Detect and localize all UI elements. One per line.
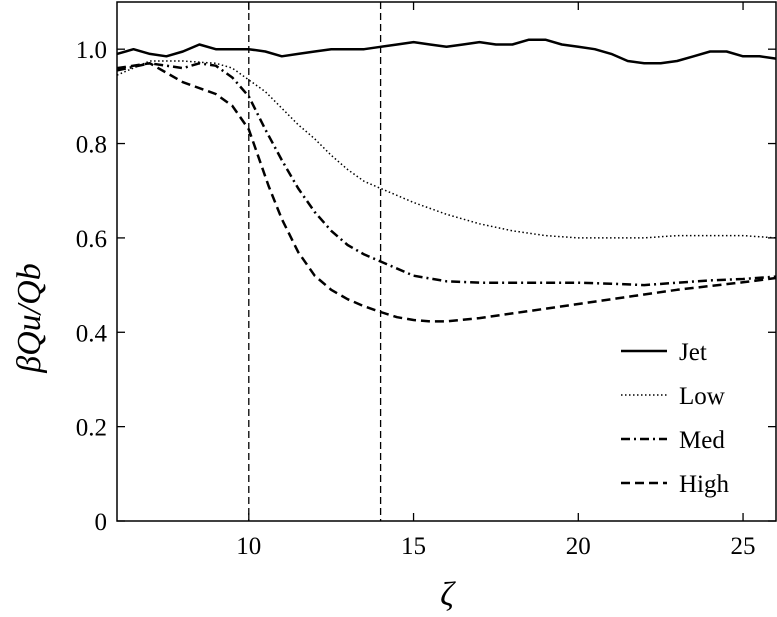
y-axis-label: βQu/Qb <box>11 263 48 374</box>
y-tick-label: 0.6 <box>76 226 107 253</box>
legend: Jet Low Med High <box>621 339 730 498</box>
series-line-high <box>116 62 777 323</box>
x-tick-label: 10 <box>236 533 261 560</box>
plot-area <box>116 2 777 521</box>
y-tick-label: 1.0 <box>76 37 107 64</box>
y-tick-label: 0 <box>95 509 108 536</box>
x-tick-label: 25 <box>731 533 756 560</box>
legend-label-jet: Jet <box>679 339 707 366</box>
series-line-jet <box>116 38 777 65</box>
axes: 10 15 20 25 0 0.2 0.4 0.6 0.8 1.0 <box>76 1 777 560</box>
series-line-med <box>116 62 777 287</box>
y-tick-label: 0.8 <box>76 132 107 159</box>
series-line-low <box>116 60 777 239</box>
x-tick-label: 15 <box>401 533 426 560</box>
legend-label-med: Med <box>679 427 725 454</box>
y-tick-label: 0.4 <box>76 320 108 347</box>
legend-label-high: High <box>679 471 730 498</box>
x-tick-label: 20 <box>566 533 591 560</box>
legend-label-low: Low <box>679 383 725 410</box>
y-tick-label: 0.2 <box>76 415 107 442</box>
plot-frame <box>116 1 777 522</box>
x-axis-label: ζ <box>440 576 456 613</box>
